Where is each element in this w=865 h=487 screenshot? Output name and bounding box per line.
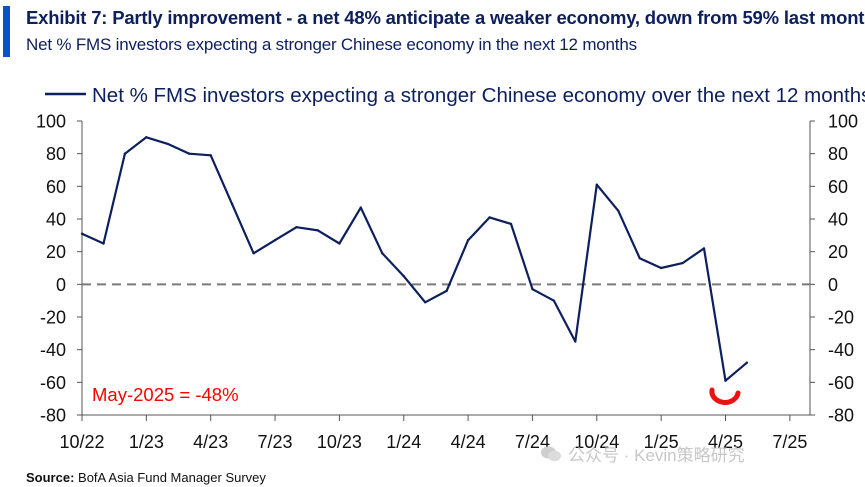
wechat-icon (541, 446, 561, 461)
data-point (273, 239, 277, 242)
data-point (724, 379, 727, 382)
x-tick-label: 4/25 (708, 432, 743, 452)
x-axis: 10/22 1/23 4/23 7/23 10/23 1/24 4/24 7/24 10/24 1… (59, 415, 807, 452)
data-point (188, 152, 191, 155)
data-point (338, 242, 341, 245)
data-point (488, 216, 491, 219)
left-y-tick-label: -60 (40, 373, 66, 393)
data-point (295, 226, 298, 229)
left-y-tick-label: 0 (56, 275, 66, 295)
left-y-tick-label: 40 (46, 210, 66, 230)
data-point (509, 222, 513, 226)
data-point (617, 209, 620, 212)
data-points (80, 136, 749, 382)
right-y-tick-label: -60 (828, 373, 854, 393)
data-point (402, 275, 405, 278)
watermark-text: 公众号 · Kevin策略研究 (568, 446, 745, 465)
data-point (316, 229, 320, 232)
data-point (424, 301, 427, 304)
right-y-tick-label: 60 (828, 177, 848, 197)
x-tick-label: 10/23 (317, 432, 362, 452)
right-y-tick-label: 80 (828, 144, 848, 164)
source-text: BofA Asia Fund Manager Survey (78, 470, 266, 485)
data-point (252, 252, 255, 255)
title-accent-bar (3, 6, 10, 57)
data-point (123, 152, 127, 155)
exhibit-subtitle: Net % FMS investors expecting a stronger… (26, 35, 637, 54)
chart-legend: Net % FMS investors expecting a stronger… (45, 84, 865, 107)
right-y-tick-label: -20 (828, 308, 854, 328)
right-y-tick-label: 100 (828, 112, 858, 132)
data-point (681, 261, 684, 265)
x-tick-label: 4/24 (451, 432, 486, 452)
x-tick-label: 1/23 (129, 432, 164, 452)
left-y-tick-label: -40 (40, 340, 66, 360)
data-point (745, 361, 749, 364)
legend-label: Net % FMS investors expecting a stronger… (92, 84, 865, 107)
data-point (702, 247, 706, 250)
watermark: 公众号 · Kevin策略研究 (540, 441, 745, 466)
source-note: Source: BofA Asia Fund Manager Survey (26, 470, 266, 485)
x-tick-label: 10/24 (574, 432, 619, 452)
data-point (638, 257, 641, 260)
latest-point-highlight-arc (709, 387, 741, 405)
data-point (209, 154, 212, 157)
data-point (359, 206, 362, 209)
x-tick-label: 10/22 (59, 432, 104, 452)
x-tick-label: 4/23 (193, 432, 228, 452)
left-y-tick-label: -20 (40, 308, 66, 328)
left-y-tick-label: 20 (46, 242, 66, 262)
left-y-axis: 100 80 60 40 20 0 -20 -40 -60 -80 (36, 112, 82, 426)
chart-annotation: May-2025 = -48% (92, 384, 239, 405)
left-y-tick-label: 60 (46, 177, 66, 197)
data-point (80, 232, 84, 235)
right-y-tick-label: 20 (828, 242, 848, 262)
left-y-tick-label: 80 (46, 144, 66, 164)
right-y-axis: 100 80 60 40 20 0 -20 -40 -60 -80 (810, 112, 858, 426)
right-y-tick-label: -80 (828, 406, 854, 426)
x-tick-label: 7/23 (258, 432, 293, 452)
data-point (445, 289, 448, 293)
data-point (381, 252, 384, 255)
data-point (595, 183, 598, 186)
right-y-tick-label: -40 (828, 340, 854, 360)
left-y-tick-label: -80 (40, 406, 66, 426)
data-point (659, 266, 663, 270)
data-point (231, 203, 234, 206)
x-tick-label: 1/25 (644, 432, 679, 452)
x-tick-label: 7/25 (772, 432, 807, 452)
data-point (552, 299, 556, 302)
x-tick-label: 7/24 (515, 432, 550, 452)
data-point (166, 142, 169, 146)
data-point (574, 340, 577, 343)
data-point (145, 136, 148, 139)
plot-area (81, 121, 811, 416)
series-line (81, 136, 748, 382)
data-point (531, 288, 534, 291)
x-tick-label: 1/24 (386, 432, 421, 452)
data-point (466, 239, 470, 242)
data-point (102, 242, 105, 245)
left-y-tick-label: 100 (36, 112, 66, 132)
source-label: Source: (26, 470, 75, 485)
exhibit-title: Exhibit 7: Partly improvement - a net 48… (26, 7, 865, 28)
right-y-tick-label: 40 (828, 210, 848, 230)
right-y-tick-label: 0 (828, 275, 838, 295)
